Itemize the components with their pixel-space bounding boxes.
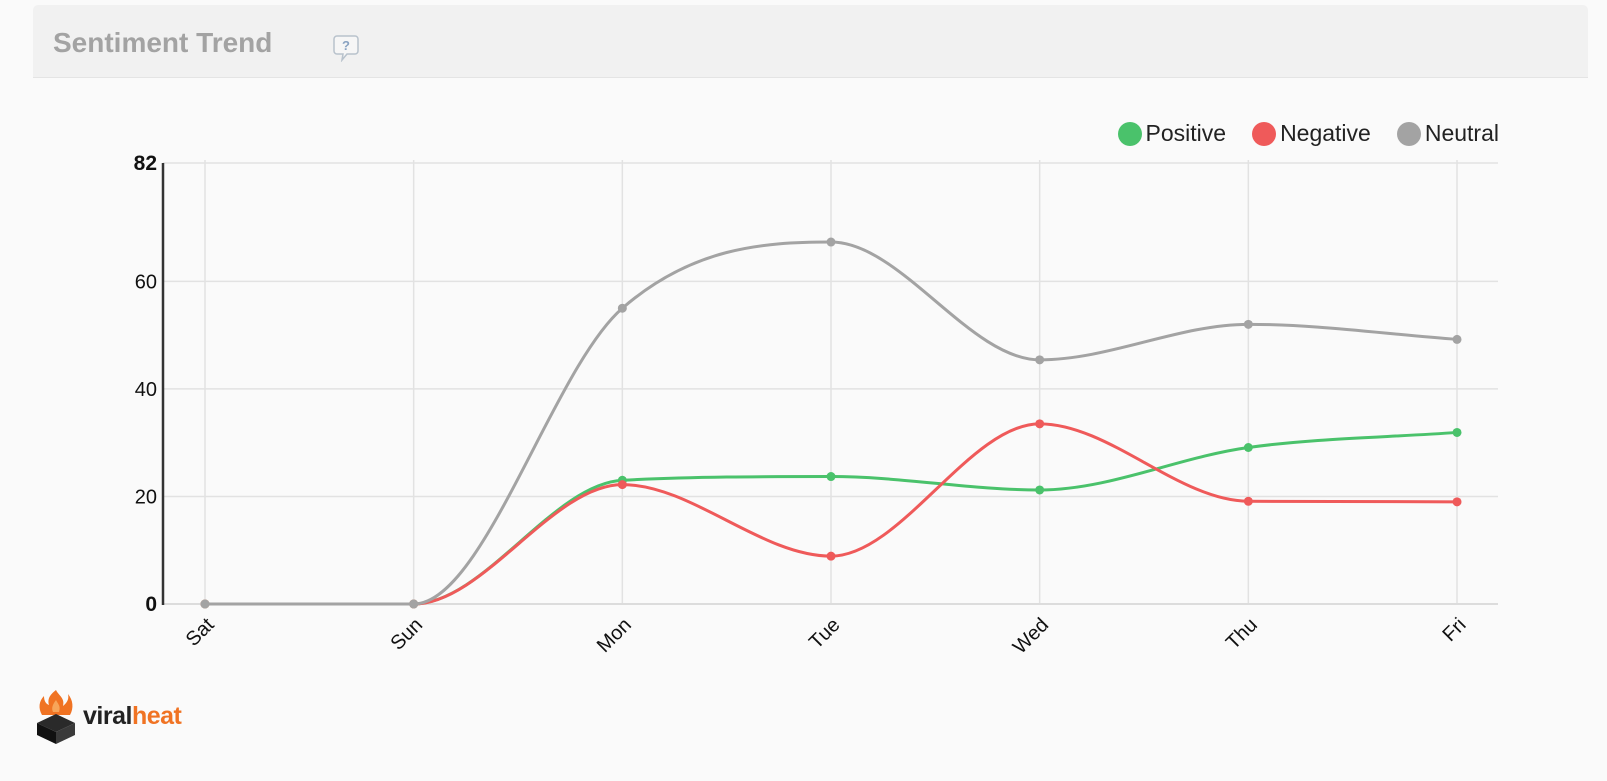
y-tick-label-4: 82 xyxy=(134,152,157,175)
y-tick-label-0: 0 xyxy=(145,593,157,616)
x-tick-label-tue: Tue xyxy=(805,614,844,653)
data-point-negative-thu xyxy=(1243,496,1253,506)
help-question-icon[interactable]: ? xyxy=(333,34,359,62)
x-tick-label-mon: Mon xyxy=(593,614,636,657)
legend-label-neutral: Neutral xyxy=(1424,120,1499,146)
legend-dot-negative xyxy=(1252,121,1277,146)
data-point-positive-wed xyxy=(1035,485,1045,495)
legend-dot-positive xyxy=(1117,121,1142,146)
data-point-positive-tue xyxy=(826,472,836,482)
x-tick-label-fri: Fri xyxy=(1439,614,1471,646)
y-tick-label-2: 40 xyxy=(135,379,157,401)
y-tick-label-1: 20 xyxy=(135,486,157,508)
flame-box-icon xyxy=(37,690,75,744)
panel-title: Sentiment Trend xyxy=(53,27,273,58)
brand-logo: viralheat xyxy=(35,688,182,744)
data-point-neutral-thu xyxy=(1243,319,1253,329)
data-point-negative-wed xyxy=(1035,419,1045,429)
data-point-neutral-sat xyxy=(200,599,210,609)
x-tick-label-sat: Sat xyxy=(182,614,219,651)
data-point-positive-fri xyxy=(1452,427,1462,437)
chart-legend: Positive Negative Neutral xyxy=(1117,120,1499,147)
brand-name-part2: heat xyxy=(131,701,182,730)
legend-dot-neutral xyxy=(1396,121,1421,146)
legend-label-positive: Positive xyxy=(1145,120,1227,146)
data-point-neutral-sun xyxy=(409,599,419,609)
data-point-neutral-fri xyxy=(1452,334,1462,344)
data-point-negative-mon xyxy=(617,480,627,490)
data-point-negative-fri xyxy=(1452,497,1462,507)
brand-name: viralheat xyxy=(83,701,182,731)
data-point-neutral-wed xyxy=(1035,355,1045,365)
svg-text:?: ? xyxy=(342,38,350,53)
legend-item-positive[interactable]: Positive xyxy=(1117,120,1227,147)
brand-name-part1: viral xyxy=(83,701,132,730)
x-tick-label-sun: Sun xyxy=(386,614,427,655)
data-point-neutral-tue xyxy=(826,237,836,247)
y-tick-label-3: 60 xyxy=(135,271,157,293)
data-point-negative-tue xyxy=(826,551,836,561)
legend-label-negative: Negative xyxy=(1280,120,1371,146)
series-line-neutral xyxy=(205,240,1458,606)
data-point-positive-thu xyxy=(1243,442,1253,452)
legend-item-negative[interactable]: Negative xyxy=(1252,120,1371,147)
data-point-neutral-mon xyxy=(617,303,627,313)
x-tick-label-thu: Thu xyxy=(1222,614,1262,654)
legend-item-neutral[interactable]: Neutral xyxy=(1396,120,1499,147)
x-tick-label-wed: Wed xyxy=(1009,614,1053,658)
panel-header: Sentiment Trend ? xyxy=(33,5,1588,78)
